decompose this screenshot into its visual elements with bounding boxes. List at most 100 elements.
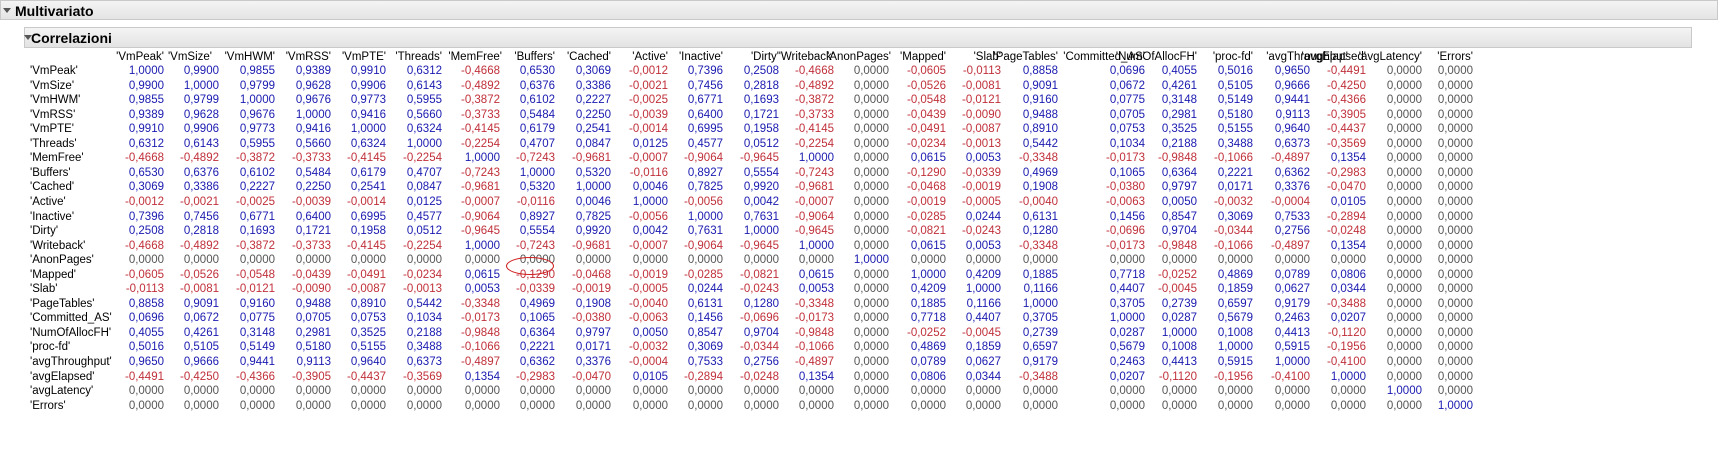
column-header: 'Committed_AS': [1063, 51, 1145, 63]
matrix-cell: -0,0019: [571, 283, 611, 296]
matrix-cell: 0,1065: [1109, 166, 1145, 179]
matrix-cell: 0,9640: [350, 356, 386, 368]
matrix-cell: 0,0000: [406, 399, 442, 412]
matrix-cell: 0,9416: [350, 108, 386, 121]
matrix-cell: 0,0000: [1386, 283, 1422, 296]
matrix-cell: -0,0090: [961, 108, 1001, 121]
matrix-cell: 0,9799: [239, 79, 275, 92]
column-header: 'NumOfAllocFH': [1115, 51, 1197, 63]
matrix-cell: -0,9064: [683, 152, 723, 165]
matrix-cell: 0,1008: [1217, 326, 1253, 339]
correlations-panel-header[interactable]: Correlazioni: [24, 27, 1692, 48]
matrix-cell: -0,4897: [1270, 239, 1310, 252]
matrix-cell: -0,9645: [794, 225, 834, 238]
matrix-cell: 0,4969: [1022, 166, 1058, 179]
matrix-cell: -0,9681: [571, 239, 611, 252]
matrix-cell: -0,4250: [1326, 79, 1366, 92]
matrix-cell: 0,0000: [853, 326, 889, 339]
matrix-cell: 1,0000: [464, 152, 500, 165]
matrix-cell: -0,2254: [794, 137, 834, 150]
matrix-cell: 0,1166: [966, 297, 1001, 310]
column-header: 'Mapped': [900, 51, 946, 63]
matrix-cell: -0,4897: [1270, 152, 1310, 165]
matrix-cell: 0,9704: [1161, 225, 1197, 238]
matrix-cell: 0,0046: [575, 195, 611, 208]
matrix-cell: 1,0000: [965, 283, 1001, 296]
matrix-cell: 0,0287: [1161, 312, 1197, 325]
matrix-cell: -0,4366: [1326, 94, 1366, 107]
matrix-cell: -0,4892: [179, 152, 219, 165]
disclosure-triangle-icon[interactable]: [24, 35, 32, 40]
matrix-cell: 0,9091: [1022, 79, 1058, 92]
matrix-cell: -0,0019: [961, 181, 1001, 194]
matrix-cell: 0,0672: [183, 312, 219, 325]
matrix-cell: 0,1885: [910, 297, 946, 310]
column-header: 'VmPTE': [341, 51, 386, 63]
column-header: 'Dirty': [750, 51, 779, 63]
row-header: 'MemFree': [30, 152, 84, 165]
matrix-cell: -0,0252: [1157, 268, 1197, 281]
row-header: 'VmPeak': [30, 65, 78, 77]
matrix-cell: 0,0000: [1437, 94, 1473, 107]
row-header: 'Slab': [30, 283, 58, 296]
matrix-cell: 0,4969: [519, 297, 555, 310]
matrix-cell: 0,7631: [687, 225, 723, 238]
matrix-cell: 0,6102: [519, 94, 555, 107]
matrix-cell: 0,6530: [128, 166, 164, 179]
matrix-cell: 0,0244: [687, 283, 723, 296]
matrix-cell: 0,0000: [1386, 326, 1422, 339]
multivariate-panel-header[interactable]: Multivariato: [0, 0, 1718, 20]
row-header: 'avgThroughput': [30, 356, 112, 368]
matrix-cell: -0,0470: [1326, 181, 1366, 194]
matrix-cell: 0,0000: [575, 385, 611, 398]
matrix-cell: 0,8547: [1161, 210, 1197, 223]
matrix-cell: 0,0753: [350, 312, 386, 325]
matrix-cell: 0,0775: [239, 312, 275, 325]
matrix-cell: 0,8858: [128, 297, 164, 310]
matrix-cell: -0,0526: [179, 268, 219, 281]
matrix-cell: 0,7396: [128, 210, 164, 223]
matrix-cell: 0,9389: [128, 108, 164, 121]
disclosure-triangle-icon[interactable]: [3, 8, 11, 13]
matrix-cell: -0,4892: [179, 239, 219, 252]
matrix-cell: -0,1066: [1213, 239, 1253, 252]
matrix-cell: -0,1120: [1327, 326, 1366, 339]
row-header: 'VmHWM': [30, 94, 81, 107]
matrix-cell: 0,6324: [406, 123, 442, 136]
matrix-cell: -0,4892: [460, 79, 500, 92]
row-header: 'AnonPages': [30, 254, 94, 267]
matrix-cell: 0,4577: [406, 210, 442, 223]
matrix-cell: 0,0000: [295, 385, 331, 398]
matrix-cell: 0,1354: [798, 370, 834, 383]
matrix-cell: 0,0000: [853, 399, 889, 412]
matrix-cell: 0,7533: [1274, 210, 1310, 223]
matrix-cell: 0,0000: [1386, 181, 1422, 194]
matrix-cell: -0,0380: [1105, 181, 1145, 194]
matrix-cell: 0,0000: [965, 254, 1001, 267]
matrix-cell: 0,0042: [743, 195, 779, 208]
matrix-cell: 0,0705: [295, 312, 331, 325]
matrix-cell: -0,9645: [739, 152, 779, 165]
matrix-cell: -0,0243: [961, 225, 1001, 238]
matrix-cell: 0,9910: [128, 123, 164, 136]
matrix-cell: 0,2227: [239, 181, 275, 194]
matrix-cell: -0,0087: [346, 283, 386, 296]
row-header: 'Mapped': [30, 268, 76, 281]
matrix-cell: 0,0000: [853, 210, 889, 223]
matrix-cell: 0,0000: [1161, 254, 1197, 267]
matrix-cell: -0,3348: [1018, 239, 1058, 252]
matrix-cell: 0,0000: [183, 385, 219, 398]
matrix-cell: 0,2739: [1161, 297, 1197, 310]
matrix-cell: 0,0696: [1109, 65, 1145, 77]
matrix-cell: 0,0615: [798, 268, 834, 281]
matrix-cell: -0,0090: [291, 283, 331, 296]
matrix-cell: 0,3525: [350, 326, 386, 339]
matrix-cell: 0,0000: [1274, 385, 1310, 398]
matrix-cell: 0,0000: [853, 166, 889, 179]
matrix-cell: 0,2221: [519, 341, 555, 354]
matrix-cell: 0,0000: [1022, 385, 1058, 398]
matrix-cell: 0,7718: [1109, 268, 1145, 281]
matrix-cell: -0,3872: [794, 94, 834, 107]
matrix-cell: 0,0171: [1217, 181, 1253, 194]
matrix-cell: -0,4145: [794, 123, 834, 136]
